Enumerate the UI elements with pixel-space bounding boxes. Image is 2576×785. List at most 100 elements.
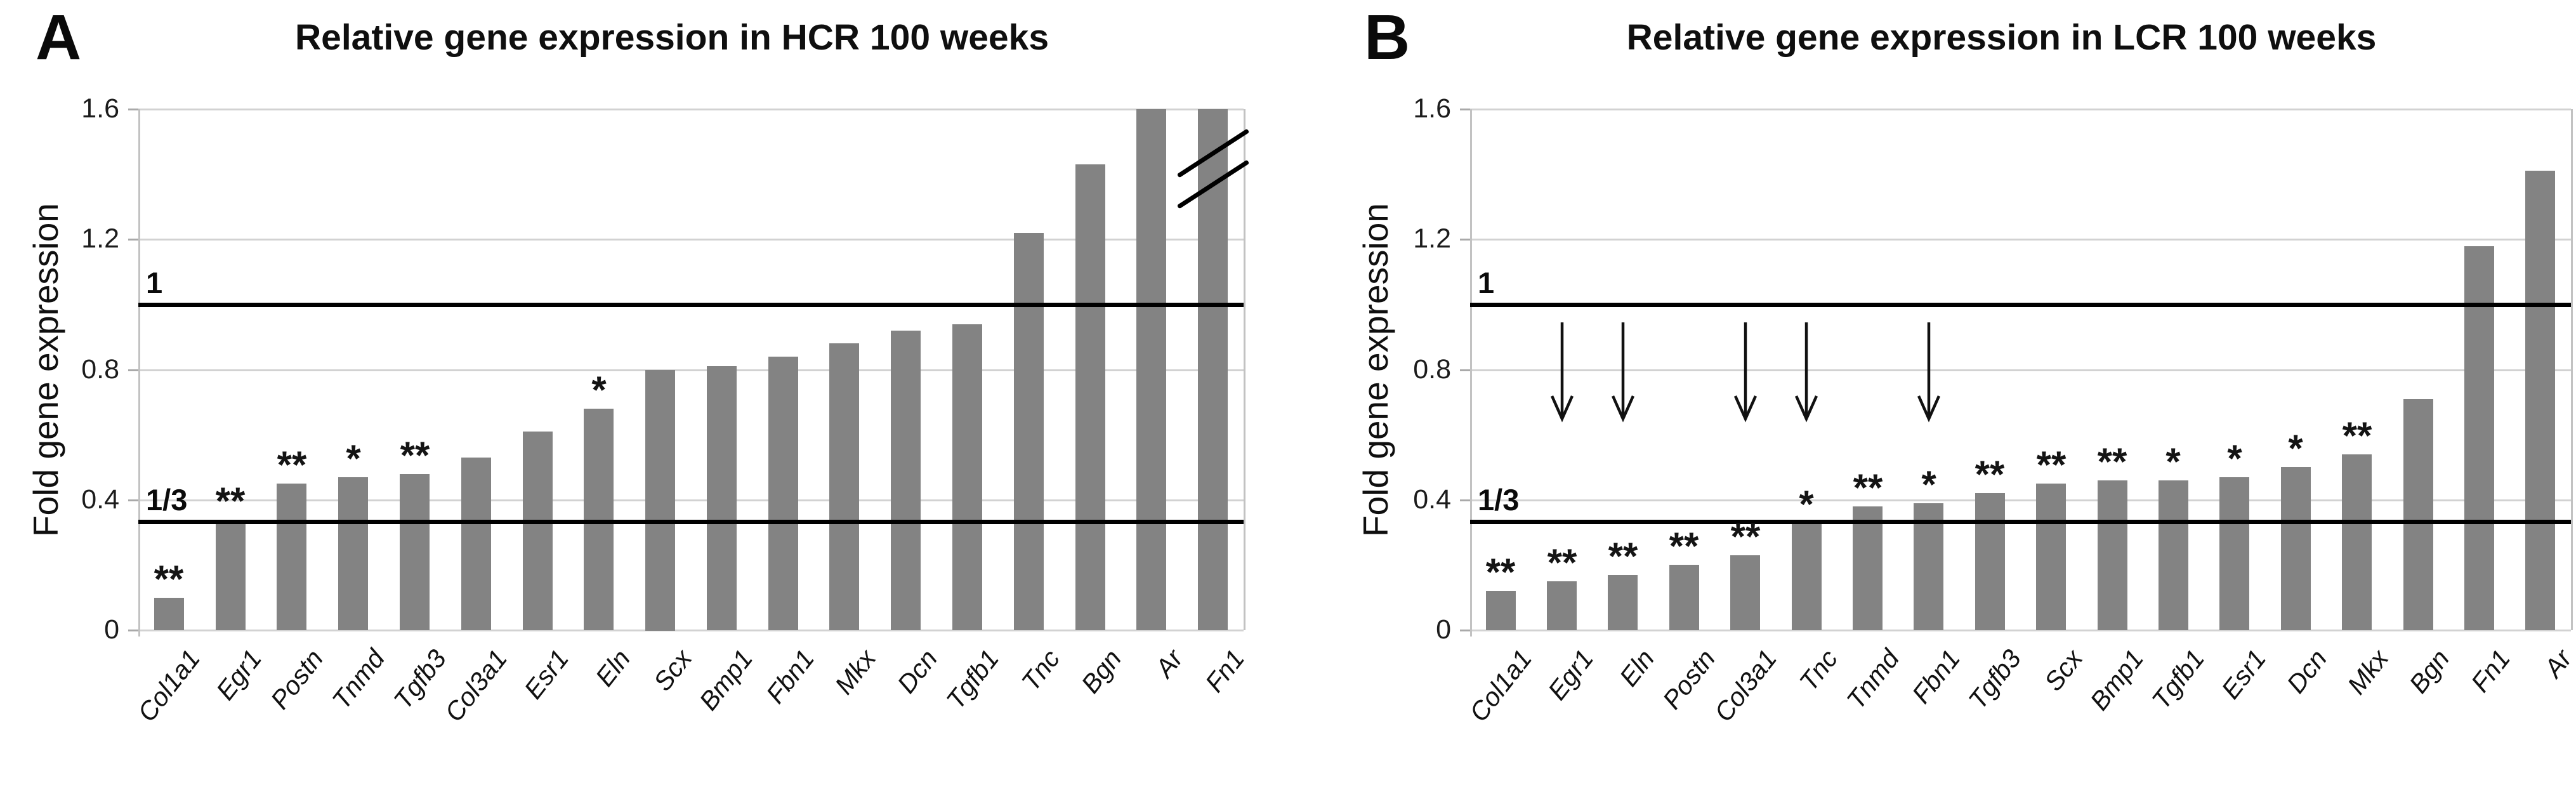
reference-line-label-1-3: 1/3 (146, 483, 188, 517)
reference-line-label-1: 1 (146, 266, 163, 300)
reference-line-1 (138, 303, 1244, 307)
bar-Scx (2036, 484, 2066, 630)
down-arrow-Fbn1 (1915, 321, 1943, 426)
y-tick-label-0: 0 (1436, 614, 1451, 645)
x-tick-label-Tnmd: Tnmd (1841, 644, 1905, 715)
bar-Egr1 (216, 520, 246, 630)
y-tickmark-0 (128, 630, 138, 631)
bar-Fbn1 (768, 357, 798, 630)
bar-Bmp1 (2098, 480, 2127, 630)
plot-right-border (2571, 109, 2573, 630)
x-tick-label-Eln: Eln (1613, 644, 1660, 692)
x-tick-label-Tnmd: Tnmd (326, 644, 391, 715)
panel-b-letter: B (1364, 2, 1410, 73)
bar-Esr1 (2219, 477, 2249, 630)
y-tick-label-0.4: 0.4 (81, 484, 119, 515)
bar-Tgfb1 (952, 324, 982, 630)
y-tickmark-1.2 (1460, 239, 1470, 241)
panel-a-title: Relative gene expression in HCR 100 week… (294, 17, 1049, 58)
x-tick-label-Col3a1: Col3a1 (1709, 644, 1783, 727)
x-tick-label-Bgn: Bgn (1075, 644, 1127, 699)
plot-right-border (1244, 109, 1245, 630)
x-tick-label-Bmp1: Bmp1 (2084, 644, 2150, 716)
bar-Bgn (2403, 399, 2433, 630)
gridline-0.8 (138, 369, 1244, 371)
x-tick-label-Fn1: Fn1 (1199, 644, 1251, 697)
bar-Esr1 (523, 432, 553, 630)
x-tick-label-Scx: Scx (2038, 644, 2089, 697)
x-tick-label-Tgfb1: Tgfb1 (940, 644, 1005, 715)
significance-Bmp1: ** (2097, 440, 2127, 483)
bar-Tgfb3 (400, 474, 430, 630)
y-tickmark-0.4 (1460, 499, 1470, 501)
bar-Ar (2525, 171, 2555, 630)
bar-Col1a1 (1486, 591, 1516, 630)
y-tickmark-0 (1460, 630, 1470, 631)
x-tick-label-Col3a1: Col3a1 (439, 644, 513, 727)
bar-Col1a1 (154, 598, 184, 630)
bar-Egr1 (1547, 581, 1577, 630)
bar-Bgn (1075, 164, 1105, 630)
y-tickmark-1.2 (128, 239, 138, 241)
down-arrow-Egr1 (1548, 321, 1576, 426)
x-tick-label-Mkx: Mkx (2341, 644, 2395, 700)
reference-line-label-1: 1 (1478, 266, 1495, 300)
x-tick-label-Tgfb1: Tgfb1 (2146, 644, 2211, 715)
bar-Dcn (891, 331, 921, 630)
bar-Tnmd (1853, 506, 1883, 630)
bar-Tgfb3 (1975, 493, 2005, 630)
significance-Postn: ** (1669, 525, 1699, 567)
x-tick-label-Bgn: Bgn (2403, 644, 2455, 699)
gridline-0 (1470, 630, 2571, 631)
significance-Dcn: * (2288, 427, 2303, 470)
significance-Fbn1: * (1921, 463, 1936, 506)
significance-Col3a1: ** (1730, 515, 1761, 558)
bar-Col3a1 (1730, 555, 1760, 630)
x-tick-label-Esr1: Esr1 (2216, 644, 2272, 704)
x-tick-label-Mkx: Mkx (829, 644, 882, 700)
x-tick-label-Eln: Eln (589, 644, 636, 692)
significance-Postn: ** (277, 444, 307, 486)
significance-Scx: ** (2036, 444, 2067, 486)
reference-line-1 (1470, 303, 2571, 307)
x-tick-label-Fn1: Fn1 (2465, 644, 2516, 697)
down-arrow-Eln (1609, 321, 1637, 426)
bar-Col3a1 (461, 458, 491, 630)
gridline-1.6 (138, 109, 1244, 110)
reference-line-1-3 (138, 520, 1244, 524)
x-tick-label-Tnc: Tnc (1793, 644, 1844, 697)
significance-Tnmd: * (346, 437, 361, 480)
y-tick-label-0.8: 0.8 (1413, 353, 1451, 385)
bar-Mkx (2342, 454, 2372, 630)
x-tick-label-Dcn: Dcn (2281, 644, 2333, 699)
significance-Tgfb1: * (2165, 440, 2181, 483)
significance-Tgfb3: ** (400, 434, 430, 477)
y-axis-line (138, 109, 140, 637)
significance-Eln: * (591, 369, 607, 411)
y-tickmark-1.6 (1460, 109, 1470, 110)
bar-Bmp1 (707, 366, 737, 630)
bar-Eln (584, 409, 614, 630)
bar-Tgfb1 (2159, 480, 2188, 630)
y-tick-label-1.6: 1.6 (81, 93, 119, 124)
gridline-1.6 (1470, 109, 2571, 110)
gridline-0.8 (1470, 369, 2571, 371)
bar-Postn (1669, 565, 1699, 630)
bar-Fn1 (1198, 109, 1228, 630)
bar-Fbn1 (1914, 503, 1943, 630)
y-tick-label-1.6: 1.6 (1413, 93, 1451, 124)
significance-Tnmd: ** (1853, 466, 1883, 509)
significance-Egr1: ** (215, 480, 246, 522)
bar-Tnc (1014, 233, 1044, 630)
gridline-0.4 (138, 499, 1244, 501)
x-tick-label-Fbn1: Fbn1 (760, 644, 820, 709)
gridline-1.2 (1470, 239, 2571, 241)
significance-Col1a1: ** (1485, 551, 1516, 593)
panel-b-title: Relative gene expression in LCR 100 week… (1626, 17, 2377, 58)
y-tickmark-0.4 (128, 499, 138, 501)
x-tick-label-Ar: Ar (2538, 644, 2576, 683)
down-arrow-Col3a1 (1732, 321, 1759, 426)
y-tickmark-0.8 (1460, 369, 1470, 371)
x-tick-label-Bmp1: Bmp1 (693, 644, 759, 716)
